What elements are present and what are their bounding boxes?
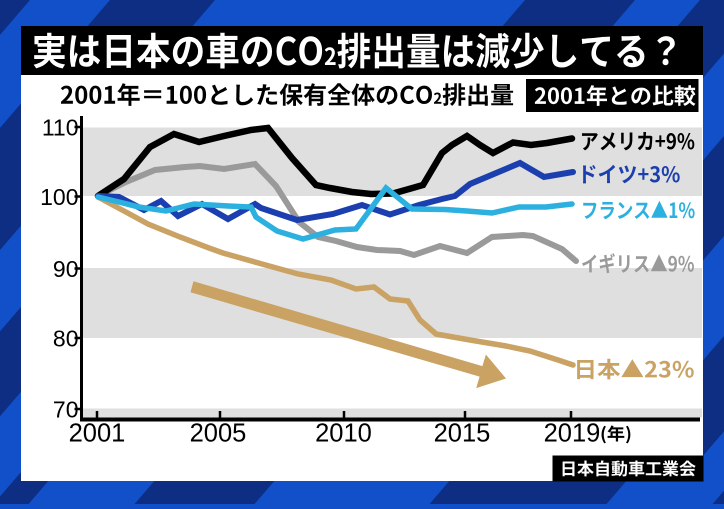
- svg-text:2019: 2019: [544, 420, 601, 448]
- svg-text:2001: 2001: [69, 420, 126, 448]
- svg-text:80: 80: [53, 325, 79, 351]
- svg-text:90: 90: [53, 256, 79, 282]
- svg-text:2005: 2005: [190, 420, 247, 448]
- svg-text:100: 100: [40, 184, 78, 210]
- svg-text:110: 110: [42, 114, 79, 140]
- svg-text:2010: 2010: [315, 420, 372, 448]
- svg-text:70: 70: [53, 396, 79, 422]
- svg-text:2015: 2015: [434, 420, 491, 448]
